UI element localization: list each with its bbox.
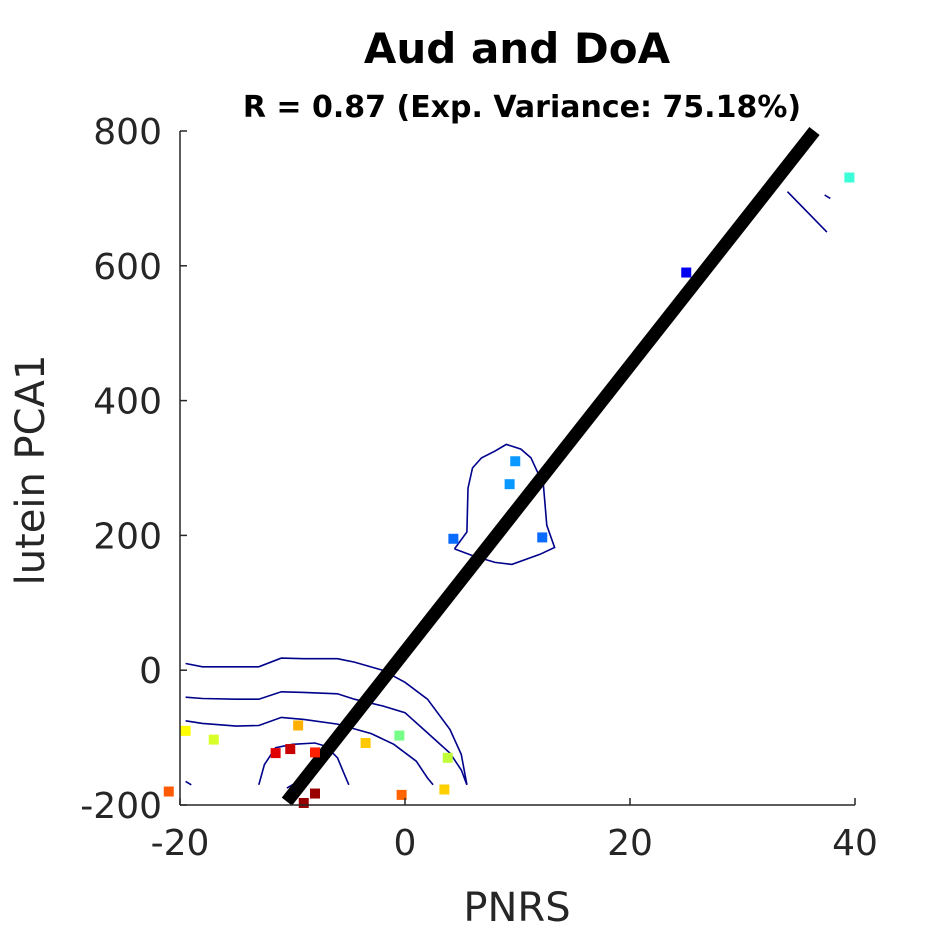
data-point bbox=[439, 784, 450, 795]
y-tick-label: 800 bbox=[93, 112, 162, 153]
y-ticks: -200 0 200 400 600 800 bbox=[80, 112, 187, 827]
contour-line bbox=[185, 657, 468, 785]
regression-line-group bbox=[281, 126, 820, 806]
axes bbox=[179, 131, 855, 806]
contour-line bbox=[258, 742, 350, 786]
data-point bbox=[681, 267, 692, 278]
data-point bbox=[270, 748, 281, 759]
data-point bbox=[285, 744, 296, 755]
y-tick-label: 0 bbox=[139, 651, 162, 692]
contour-line bbox=[786, 191, 828, 233]
contour-line bbox=[185, 716, 434, 786]
data-point bbox=[298, 797, 309, 808]
data-point bbox=[180, 725, 191, 736]
data-point bbox=[293, 720, 304, 731]
contour-line bbox=[453, 443, 556, 566]
chart-title: Aud and DoA bbox=[364, 24, 671, 73]
y-tick-label: 600 bbox=[93, 247, 162, 288]
data-point bbox=[844, 172, 855, 183]
data-point bbox=[310, 747, 320, 758]
y-tick-label: 400 bbox=[93, 382, 162, 423]
contour-line bbox=[824, 194, 831, 200]
x-ticks: -20 0 20 40 bbox=[151, 798, 878, 864]
data-points bbox=[163, 172, 855, 808]
data-point bbox=[208, 734, 219, 745]
data-point bbox=[360, 737, 371, 748]
x-tick-label: 40 bbox=[832, 823, 878, 864]
data-point bbox=[442, 752, 453, 763]
contour-lines bbox=[185, 191, 831, 789]
regression-line bbox=[281, 126, 820, 806]
y-tick-label: 200 bbox=[93, 516, 162, 557]
x-tick-label: 0 bbox=[394, 823, 417, 864]
y-tick-label: -200 bbox=[80, 786, 162, 827]
data-point bbox=[394, 730, 405, 741]
data-point bbox=[448, 533, 459, 544]
data-point bbox=[310, 788, 320, 799]
chart-subtitle: R = 0.87 (Exp. Variance: 75.18%) bbox=[243, 90, 801, 125]
data-point bbox=[510, 456, 521, 467]
y-axis-label: lutein PCA1 bbox=[8, 355, 54, 586]
data-point bbox=[163, 786, 174, 797]
x-tick-label: -20 bbox=[151, 823, 210, 864]
data-point bbox=[537, 532, 548, 543]
contour-line bbox=[185, 780, 192, 786]
data-point bbox=[396, 789, 407, 800]
x-axis-label: PNRS bbox=[463, 885, 570, 931]
contour-line bbox=[185, 690, 468, 786]
data-point bbox=[504, 479, 515, 490]
x-tick-label: 20 bbox=[607, 823, 653, 864]
